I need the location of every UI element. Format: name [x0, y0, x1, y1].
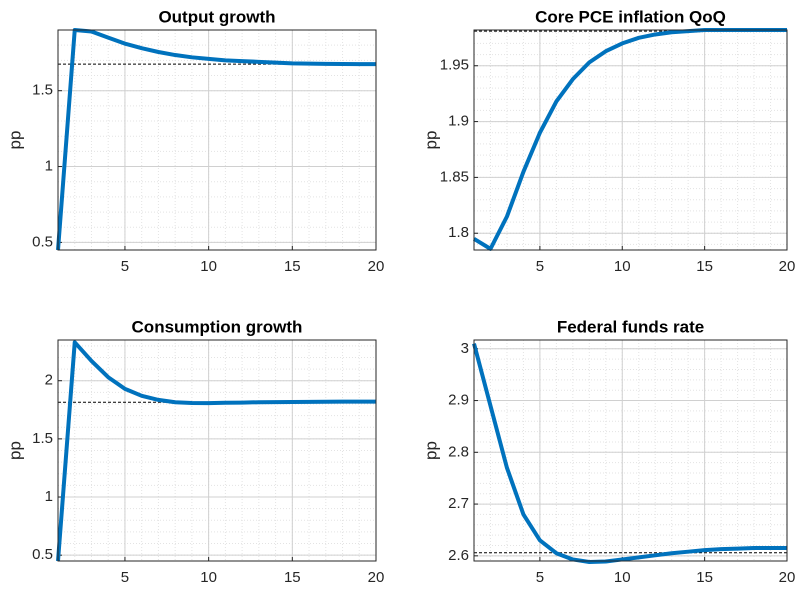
- y-tick-label: 1.5: [32, 430, 53, 447]
- x-tick-label: 5: [536, 258, 544, 275]
- y-tick-label: 3: [461, 340, 469, 357]
- x-tick-label: 15: [696, 258, 713, 275]
- y-tick-label: 1: [45, 158, 53, 175]
- subplot: 5 10 15 20 0.5 1 1.5 2 Consumption growth pp: [5, 317, 384, 585]
- y-tick-label: 0.5: [32, 233, 53, 250]
- chart-title: Core PCE inflation QoQ: [535, 7, 726, 26]
- y-tick-label: 1.85: [440, 168, 469, 185]
- y-tick-label: 2.9: [448, 392, 469, 409]
- y-tick-label: 1: [45, 488, 53, 505]
- y-tick-label: 1.5: [32, 82, 53, 99]
- plot-area: [474, 30, 787, 250]
- data-line: [56, 340, 376, 562]
- x-tick-label: 20: [779, 258, 796, 275]
- y-tick-label: 1.9: [448, 113, 469, 130]
- chart-title: Output growth: [158, 7, 275, 26]
- y-axis-label: pp: [421, 131, 440, 150]
- y-tick-label: 2.6: [448, 547, 469, 564]
- x-tick-label: 20: [368, 258, 385, 275]
- x-tick-label: 10: [200, 258, 217, 275]
- subplot: 5 10 15 20 0.5 1 1.5 Output growth pp: [5, 7, 384, 274]
- data-line: [472, 343, 787, 565]
- x-tick-label: 20: [368, 569, 385, 586]
- y-tick-label: 1.8: [448, 224, 469, 241]
- x-tick-label: 15: [284, 569, 301, 586]
- plot-area: [58, 30, 376, 250]
- x-tick-label: 10: [614, 569, 631, 586]
- plot-area: [474, 340, 787, 561]
- x-tick-label: 15: [284, 258, 301, 275]
- subplot: 5 10 15 20 2.6 2.7 2.8 2.9 3 Federal funds rate pp: [421, 317, 795, 585]
- x-tick-label: 10: [614, 258, 631, 275]
- x-tick-label: 15: [696, 569, 713, 586]
- x-tick-label: 20: [779, 569, 796, 586]
- y-tick-label: 2.8: [448, 443, 469, 460]
- data-line: [56, 28, 376, 251]
- axes-box: [57, 339, 377, 562]
- y-tick-label: 2.7: [448, 495, 469, 512]
- chart-title: Consumption growth: [132, 317, 303, 336]
- y-tick-label: 0.5: [32, 546, 53, 563]
- x-tick-label: 5: [121, 569, 129, 586]
- axes-box: [473, 339, 788, 562]
- y-tick-label: 1.95: [440, 57, 469, 74]
- subplot: 5 10 15 20 1.8 1.85 1.9 1.95 Core PCE inflation …: [421, 7, 795, 274]
- y-axis-label: pp: [5, 131, 24, 150]
- chart-title: Federal funds rate: [557, 317, 704, 336]
- axes-box: [473, 29, 788, 251]
- axes-box: [57, 29, 377, 251]
- y-tick-label: 2: [45, 372, 53, 389]
- x-tick-label: 10: [200, 569, 217, 586]
- x-tick-label: 5: [121, 258, 129, 275]
- y-axis-label: pp: [5, 441, 24, 460]
- x-tick-label: 5: [536, 569, 544, 586]
- y-axis-label: pp: [421, 441, 440, 460]
